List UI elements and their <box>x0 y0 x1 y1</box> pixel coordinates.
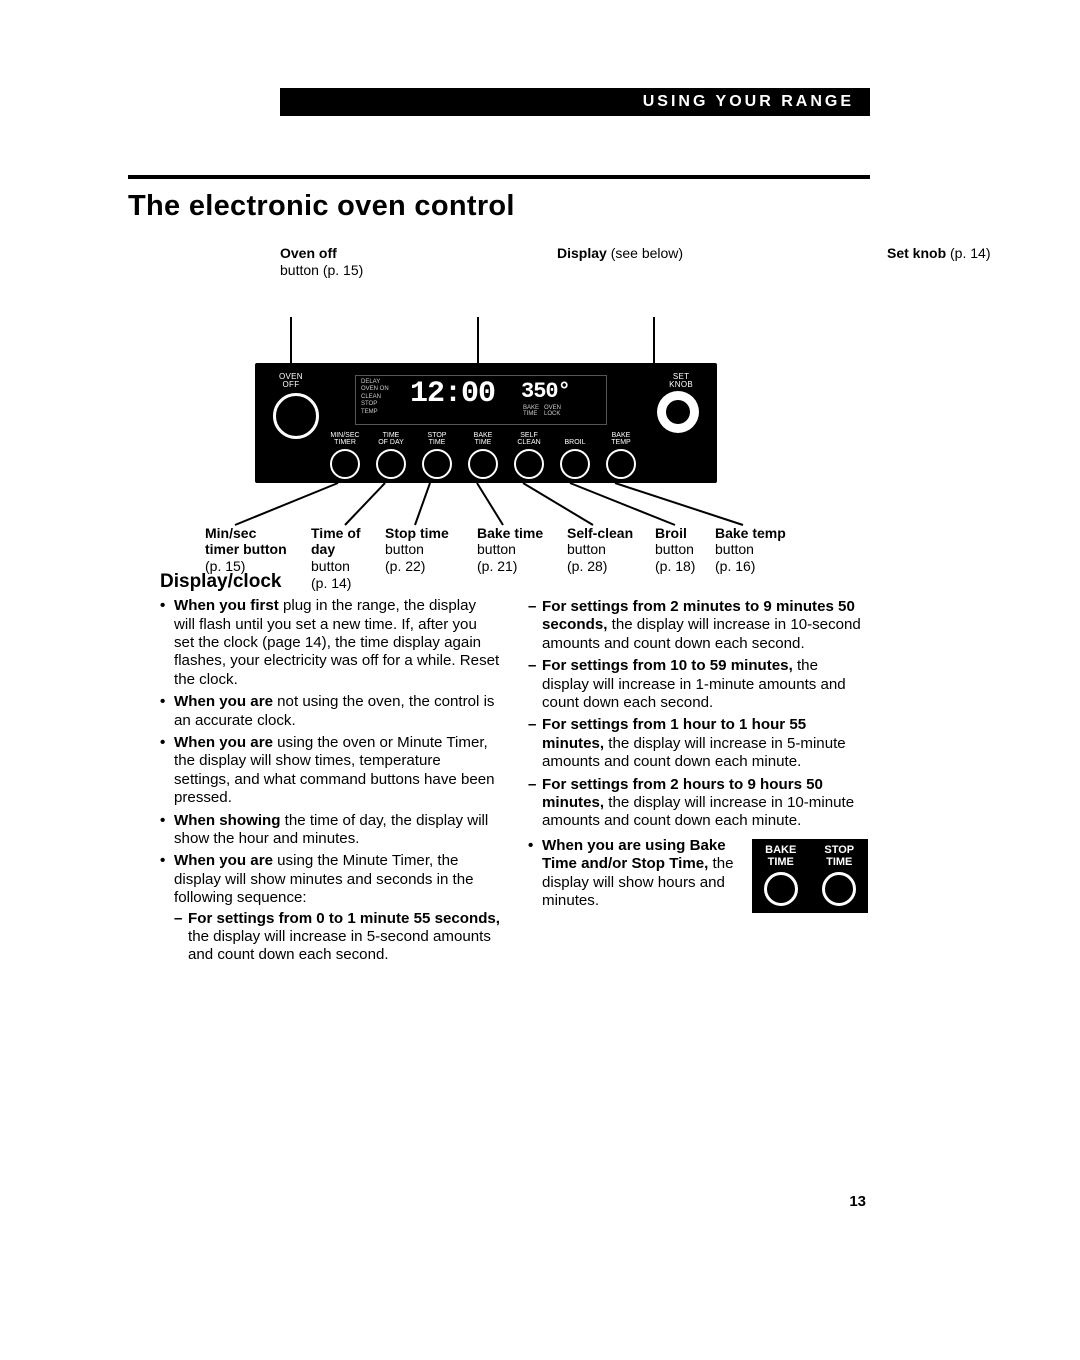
stop-time-button-icon <box>822 872 856 906</box>
left-column: Display/clock When you first plug in the… <box>160 570 500 969</box>
col1-item-1: When you are not using the oven, the con… <box>160 693 500 730</box>
display-small-labels: BAKE OVEN TIME LOCK <box>523 405 561 418</box>
set-knob-icon <box>657 391 699 433</box>
bake-time-button-icon <box>764 872 798 906</box>
col1-item-4-sub-0: For settings from 0 to 1 minute 55 secon… <box>174 910 500 965</box>
page-number: 13 <box>849 1193 866 1210</box>
display-time: 12:00 <box>410 377 495 411</box>
oven-control-panel: OVEN OFF DELAY OVEN ON CLEAN STOP TEMP 1… <box>255 363 717 483</box>
panel-button-5: BROIL <box>555 431 595 479</box>
col2-sub-2: For settings from 1 hour to 1 hour 55 mi… <box>528 716 868 771</box>
bottom-callout-3: Bake timebutton(p. 21) <box>477 525 567 575</box>
panel-button-1: TIME OF DAY <box>371 431 411 479</box>
col1-item-4: When you are using the Minute Timer, the… <box>160 852 500 964</box>
display-temp: 350° <box>521 379 570 404</box>
rule <box>128 175 870 179</box>
mini-panel: BAKE TIME STOP TIME <box>752 839 868 913</box>
bottom-callout-0: Min/sectimer button(p. 15) <box>205 525 295 575</box>
section-header: USING YOUR RANGE <box>280 88 870 116</box>
page-title: The electronic oven control <box>128 190 515 223</box>
col2-sub-3: For settings from 2 hours to 9 hours 50 … <box>528 776 868 831</box>
callout-oven-off: Oven off button (p. 15) <box>280 245 410 279</box>
control-panel-diagram: Oven off button (p. 15) Display (see bel… <box>255 245 775 595</box>
bottom-callout-2: Stop timebutton(p. 22) <box>385 525 475 575</box>
display-indicators: DELAY OVEN ON CLEAN STOP TEMP <box>361 379 389 417</box>
callout-set-knob: Set knob (p. 14) <box>887 245 1027 279</box>
right-column: For settings from 2 minutes to 9 minutes… <box>528 570 868 969</box>
panel-button-2: STOP TIME <box>417 431 457 479</box>
oven-off-button-icon <box>273 393 319 439</box>
col2-sub-0: For settings from 2 minutes to 9 minutes… <box>528 598 868 653</box>
set-knob-label: SET KNOB <box>669 373 693 390</box>
col1-item-2: When you are using the oven or Minute Ti… <box>160 734 500 808</box>
panel-button-6: BAKE TEMP <box>601 431 641 479</box>
callout-display: Display (see below) <box>557 245 707 279</box>
bake-stop-time-note: BAKE TIME STOP TIME When you are using B… <box>528 837 868 911</box>
display-clock-heading: Display/clock <box>160 570 500 593</box>
col1-item-0: When you first plug in the range, the di… <box>160 597 500 689</box>
panel-button-4: SELF CLEAN <box>509 431 549 479</box>
panel-button-3: BAKE TIME <box>463 431 503 479</box>
oven-off-label: OVEN OFF <box>279 373 303 390</box>
panel-button-0: MIN/SEC TIMER <box>325 431 365 479</box>
bottom-callout-4: Self-cleanbutton(p. 28) <box>567 525 657 575</box>
col2-sub-1: For settings from 10 to 59 minutes, the … <box>528 657 868 712</box>
col1-item-3: When showing the time of day, the displa… <box>160 812 500 849</box>
bottom-callout-6: Bake tempbutton(p. 16) <box>715 525 805 575</box>
